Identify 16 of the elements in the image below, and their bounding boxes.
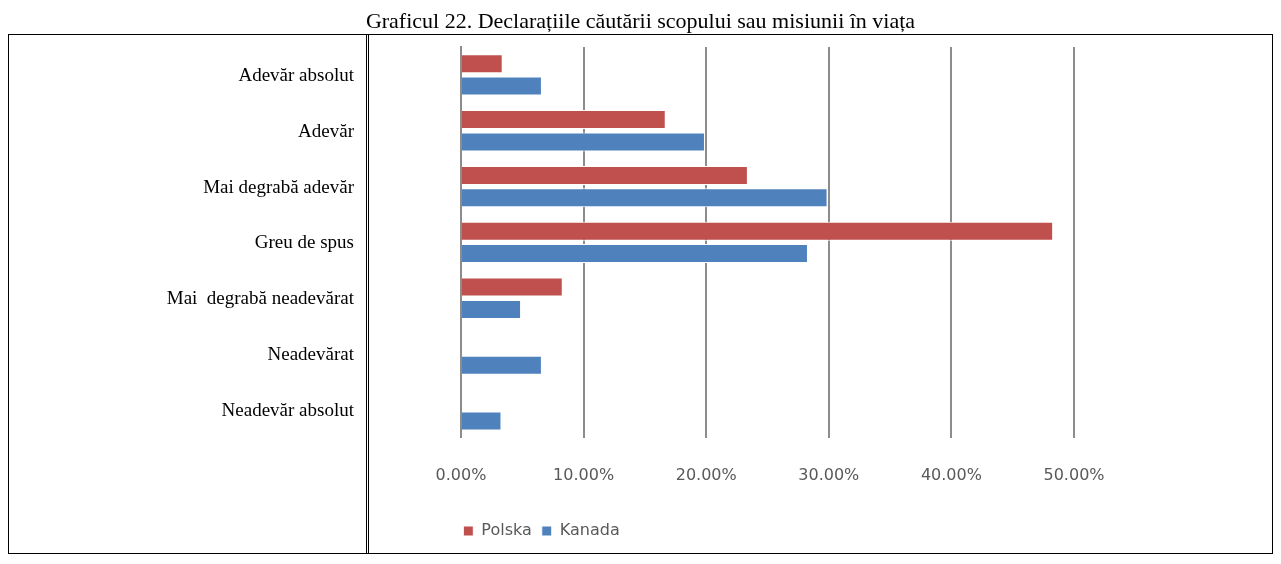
x-tick-label: 50.00%	[1043, 464, 1105, 484]
y-tick-label: Neadevărat	[267, 342, 354, 367]
legend-label: Polska	[481, 520, 532, 540]
x-tick-label: 20.00%	[675, 464, 737, 484]
y-tick-label: Neadevăr absolut	[221, 397, 354, 422]
y-tick-label: Adevăr absolut	[238, 62, 354, 87]
y-tick-label: Mai degrabă neadevărat	[166, 286, 354, 311]
x-tick-label: 40.00%	[920, 464, 982, 484]
chart-title: Graficul 22. Declarațiile căutării scopului sau misiunii în viața	[364, 8, 917, 34]
y-tick-label: Greu de spus	[254, 230, 354, 255]
x-tick-label: 0.00%	[435, 464, 487, 484]
x-tick-label: 10.00%	[553, 464, 615, 484]
y-tick-label: Mai degrabă adevăr	[203, 174, 354, 199]
x-tick-label: 30.00%	[798, 464, 860, 484]
legend-label: Kanada	[559, 520, 620, 540]
y-tick-label: Adevăr	[298, 118, 354, 143]
